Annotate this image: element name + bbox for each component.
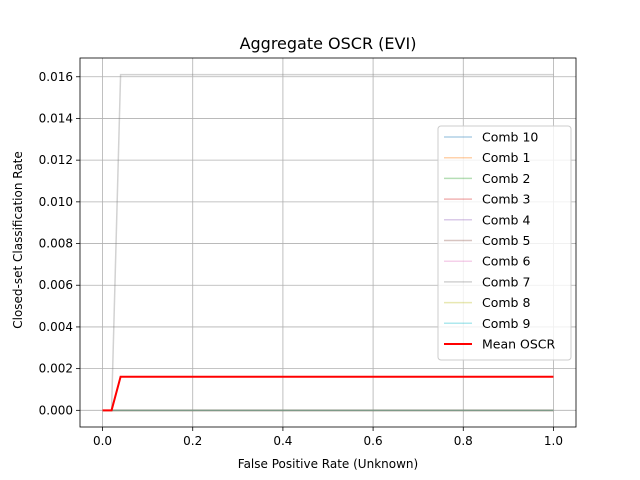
legend-item: Mean OSCR <box>444 337 556 352</box>
plot-area: 0.0 0.2 0.4 0.6 0.8 1.0 0.000 0.002 0.004 0.006 0.… <box>39 57 577 448</box>
legend-label: Comb 7 <box>482 274 530 289</box>
legend-label: Comb 10 <box>482 130 538 145</box>
x-tick-label: 1.0 <box>544 434 563 448</box>
legend-box <box>437 125 572 361</box>
y-tick-label: 0.012 <box>39 153 73 167</box>
legend-label: Comb 2 <box>482 171 530 186</box>
legend-label: Comb 3 <box>482 192 530 207</box>
y-tick-label: 0.004 <box>39 320 73 334</box>
series-line-mean-oscr <box>102 375 554 412</box>
y-axis-label: Closed-set Classification Rate <box>11 151 25 329</box>
x-tick-label: 0.0 <box>93 434 112 448</box>
legend-label: Mean OSCR <box>482 337 556 352</box>
x-tick-label: 0.6 <box>364 434 383 448</box>
legend-label: Comb 9 <box>482 316 530 331</box>
legend-item: Comb 3 <box>444 192 530 207</box>
y-tick-label: 0.014 <box>39 111 73 125</box>
legend-item: Comb 7 <box>444 274 530 289</box>
y-tick-label: 0.006 <box>39 278 73 292</box>
x-tick-label: 0.2 <box>183 434 202 448</box>
y-tick-label: 0.000 <box>39 403 73 417</box>
y-tick-label: 0.010 <box>39 195 73 209</box>
legend-item: Comb 9 <box>444 316 530 331</box>
legend-item: Comb 10 <box>444 130 538 145</box>
chart-title: Aggregate OSCR (EVI) <box>240 34 417 53</box>
legend-item: Comb 6 <box>444 254 530 269</box>
legend-item: Comb 8 <box>444 295 530 310</box>
legend-item: Comb 4 <box>444 212 530 227</box>
legend-label: Comb 4 <box>482 212 530 227</box>
y-tick-label: 0.002 <box>39 362 73 376</box>
legend-label: Comb 6 <box>482 254 530 269</box>
legend-label: Comb 1 <box>482 150 530 165</box>
y-tick-label: 0.016 <box>39 70 73 84</box>
legend-label: Comb 8 <box>482 295 530 310</box>
y-tick-label: 0.008 <box>39 237 73 251</box>
x-axis-label: False Positive Rate (Unknown) <box>238 457 418 471</box>
legend-item: Comb 5 <box>444 233 530 248</box>
axes-frame <box>79 57 577 428</box>
legend-label: Comb 5 <box>482 233 530 248</box>
legend-item: Comb 1 <box>444 150 530 165</box>
x-tick-label: 0.8 <box>454 434 473 448</box>
x-tick-label: 0.4 <box>273 434 292 448</box>
legend: Comb 10 Comb 1 Comb 2 Comb 3 Comb 4 Comb 5 Com… <box>437 125 572 361</box>
legend-item: Comb 2 <box>444 171 530 186</box>
